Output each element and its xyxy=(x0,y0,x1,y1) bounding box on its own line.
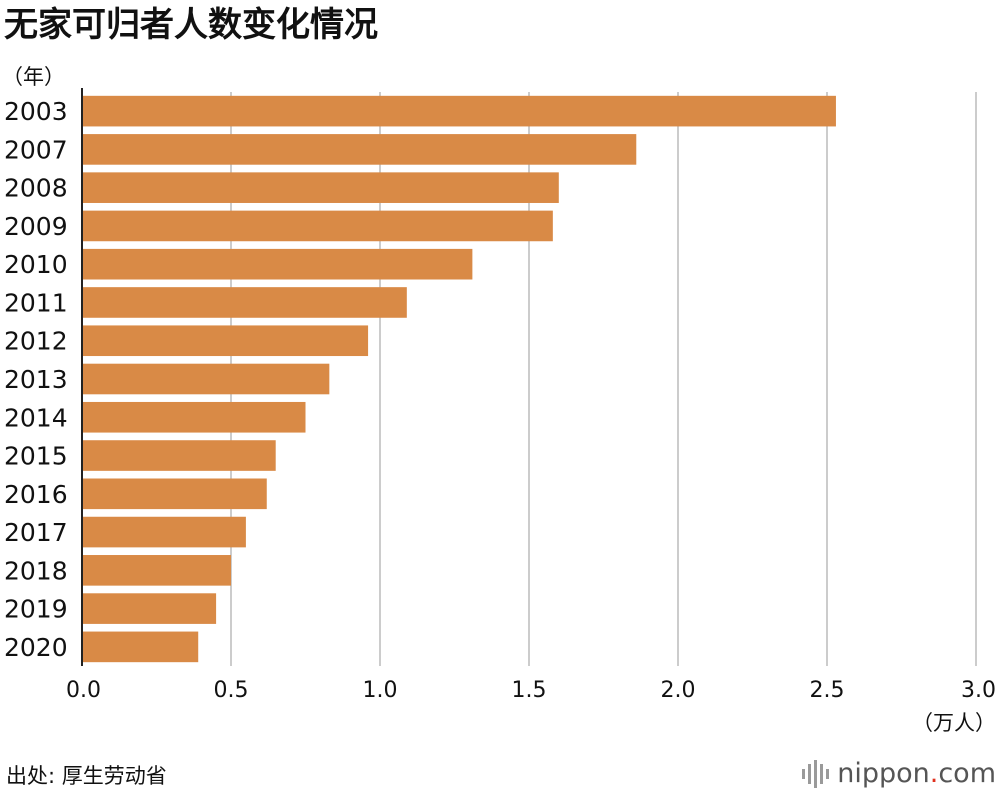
logo-tld: com xyxy=(938,758,996,789)
bar-series xyxy=(82,95,836,663)
bar-2014 xyxy=(82,401,306,433)
category-label-2018: 2018 xyxy=(4,556,68,585)
x-tick-label-1.0: 1.0 xyxy=(363,678,398,703)
logo-name: nippon xyxy=(837,758,930,789)
category-label-2016: 2016 xyxy=(4,480,68,509)
nippon-logo: nippon. com xyxy=(802,756,996,792)
x-tick-label-0.5: 0.5 xyxy=(214,678,249,703)
category-label-2011: 2011 xyxy=(4,288,68,317)
logo-bars-icon xyxy=(802,760,830,788)
bar-2016 xyxy=(82,478,267,510)
category-label-2010: 2010 xyxy=(4,250,68,279)
bar-2013 xyxy=(82,363,330,395)
logo-dot: . xyxy=(929,758,939,789)
category-label-2013: 2013 xyxy=(4,365,68,394)
category-label-2008: 2008 xyxy=(4,174,68,203)
x-tick-label-3.0: 3.0 xyxy=(961,678,996,703)
bar-2018 xyxy=(82,555,231,586)
x-tick-label-1.5: 1.5 xyxy=(512,678,547,703)
category-label-2003: 2003 xyxy=(4,97,68,126)
bar-2009 xyxy=(82,210,553,242)
bar-2019 xyxy=(82,593,217,624)
x-tick-label-2.5: 2.5 xyxy=(810,678,845,703)
bar-2020 xyxy=(82,631,199,663)
bar-2007 xyxy=(82,134,637,165)
category-labels: 2003 2007 2008 2009 2010 2011 2012 2013 2014 2015… xyxy=(4,97,68,662)
bar-2015 xyxy=(82,440,276,471)
x-axis-unit-label: （万人） xyxy=(912,711,996,735)
category-label-2007: 2007 xyxy=(4,135,68,164)
source-note: 出处: 厚生劳动省 xyxy=(6,764,167,788)
bar-2008 xyxy=(82,172,559,203)
category-label-2020: 2020 xyxy=(4,633,68,662)
bar-2011 xyxy=(82,287,407,318)
bar-2010 xyxy=(82,248,473,280)
bar-2003 xyxy=(82,95,836,127)
category-label-2019: 2019 xyxy=(4,595,68,624)
category-label-2014: 2014 xyxy=(4,403,68,432)
x-tick-label-0.0: 0.0 xyxy=(66,678,101,703)
category-label-2017: 2017 xyxy=(4,518,68,547)
x-tick-labels: 0.0 0.5 1.0 1.5 2.0 2.5 3.0 xyxy=(66,678,996,703)
x-tick-label-2.0: 2.0 xyxy=(661,678,696,703)
category-label-2015: 2015 xyxy=(4,442,68,471)
category-label-2009: 2009 xyxy=(4,212,68,241)
category-label-2012: 2012 xyxy=(4,327,68,356)
y-axis-unit-label: （年） xyxy=(2,65,65,89)
bar-2017 xyxy=(82,516,246,548)
bar-chart: 2003 2007 2008 2009 2010 2011 2012 2013 2014 2015… xyxy=(2,65,996,735)
chart-title: 无家可归者人数变化情况 xyxy=(4,5,378,45)
bar-2012 xyxy=(82,325,369,357)
